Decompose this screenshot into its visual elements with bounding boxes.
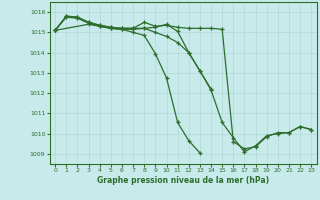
X-axis label: Graphe pression niveau de la mer (hPa): Graphe pression niveau de la mer (hPa) xyxy=(97,176,269,185)
